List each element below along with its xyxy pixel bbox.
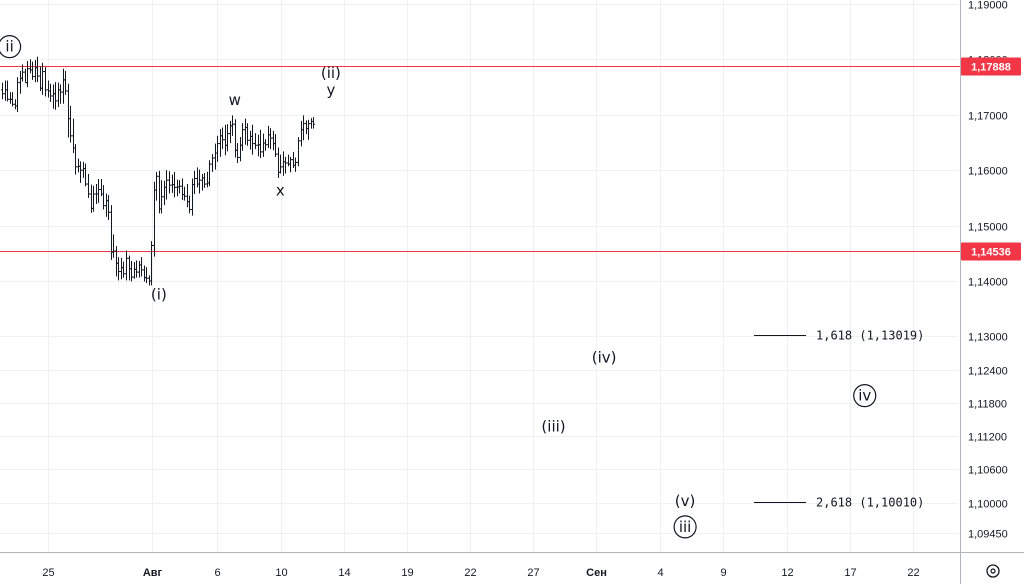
x-tick-label: 17 xyxy=(844,567,856,579)
y-tick-label: 1,11800 xyxy=(968,399,1007,411)
time-axis[interactable]: 25 Авг 6 10 14 19 22 27 Сен 4 9 12 17 22 xyxy=(0,552,1024,580)
fib-levels: 1,618 (1,13019) 2,618 (1,10010) xyxy=(754,329,924,510)
fib-level-label: 2,618 (1,10010) xyxy=(816,496,924,510)
wave-label-circle xyxy=(673,515,697,539)
x-tick-label: 6 xyxy=(214,567,220,579)
x-tick-label: 25 xyxy=(42,567,54,579)
price-badge xyxy=(961,57,1021,76)
horizontal-lines xyxy=(0,66,960,252)
wave-label: (iii) xyxy=(541,418,565,436)
settings-button[interactable] xyxy=(986,564,1000,578)
y-tick-label: 1,19000 xyxy=(968,0,1008,12)
wave-label: (v) xyxy=(675,492,696,510)
y-tick-label: 1,12400 xyxy=(968,366,1008,378)
y-tick-label: 1,16000 xyxy=(968,166,1008,178)
x-tick-label: 19 xyxy=(401,567,413,579)
y-tick-label: 1,09450 xyxy=(968,529,1008,541)
wave-label-circle xyxy=(0,35,22,59)
x-tick-label: 9 xyxy=(720,567,726,579)
wave-label: y xyxy=(326,81,335,99)
x-tick-label: 22 xyxy=(464,567,476,579)
x-tick-label: 22 xyxy=(907,567,919,579)
y-tick-label: 1,17000 xyxy=(968,111,1008,123)
price-badge xyxy=(961,242,1021,261)
y-tick-label: 1,14000 xyxy=(968,277,1008,289)
y-tick-label: 1,15000 xyxy=(968,222,1008,234)
x-tick-label: Сен xyxy=(586,567,607,579)
wave-label: x xyxy=(276,182,285,200)
y-tick-label: 1,13000 xyxy=(968,332,1008,344)
wave-label: (ii) xyxy=(321,64,341,82)
price-badges: 1,17888 1,14536 xyxy=(961,57,1021,261)
x-tick-label: Авг xyxy=(143,567,163,579)
wave-label: iv xyxy=(858,387,871,405)
gear-icon-center xyxy=(990,568,996,574)
x-tick-label: 4 xyxy=(657,567,663,579)
wave-label-circle xyxy=(853,384,877,408)
y-tick-label: 1,11200 xyxy=(968,432,1007,444)
fib-level-label: 1,618 (1,13019) xyxy=(816,329,924,343)
candles xyxy=(1,56,315,286)
gear-icon xyxy=(986,564,1000,578)
wave-label: (iv) xyxy=(592,348,617,366)
y-tick-label: 1,10600 xyxy=(968,465,1008,477)
wave-label: ii xyxy=(5,38,13,56)
price-badge-label: 1,17888 xyxy=(971,62,1011,74)
x-tick-label: 12 xyxy=(781,567,793,579)
price-axis[interactable]: 1,190001,180001,170001,160001,150001,140… xyxy=(960,0,1008,584)
wave-labels: ii (i) w x (ii)y (iv) (iii) iv (v) iii xyxy=(0,35,877,539)
x-tick-label: 27 xyxy=(527,567,539,579)
wave-label: (i) xyxy=(151,285,167,303)
wave-label: iii xyxy=(679,518,692,536)
x-tick-label: 10 xyxy=(275,567,287,579)
y-tick-label: 1,10000 xyxy=(968,499,1008,511)
x-tick-label: 14 xyxy=(338,567,350,579)
wave-label: w xyxy=(229,91,241,109)
price-badge-label: 1,14536 xyxy=(971,247,1011,259)
